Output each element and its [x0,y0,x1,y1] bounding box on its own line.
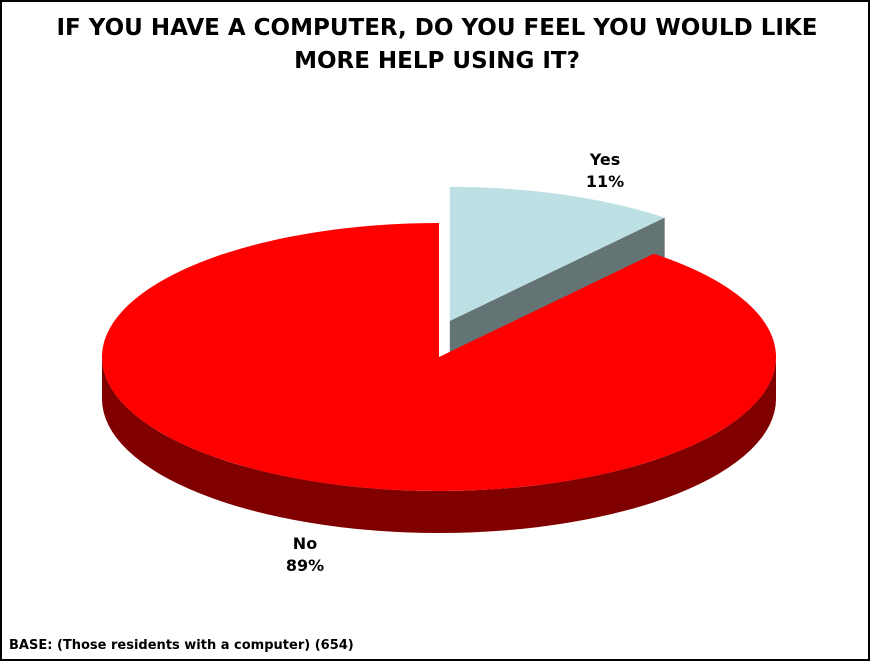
base-footnote: BASE: (Those residents with a computer) … [9,638,354,653]
slice-label-no-value: 89% [286,556,324,575]
slice-label-no: No 89% [286,534,324,575]
pie-slice-no [102,223,777,492]
slice-label-yes: Yes 11% [586,150,624,191]
pie-side-no [102,357,776,533]
slice-label-yes-value: 11% [586,172,624,191]
chart-title: IF YOU HAVE A COMPUTER, DO YOU FEEL YOU … [56,15,818,74]
slice-label-yes-name: Yes [589,150,621,169]
slice-label-no-name: No [293,534,317,553]
pie-slice-yes [449,186,665,321]
